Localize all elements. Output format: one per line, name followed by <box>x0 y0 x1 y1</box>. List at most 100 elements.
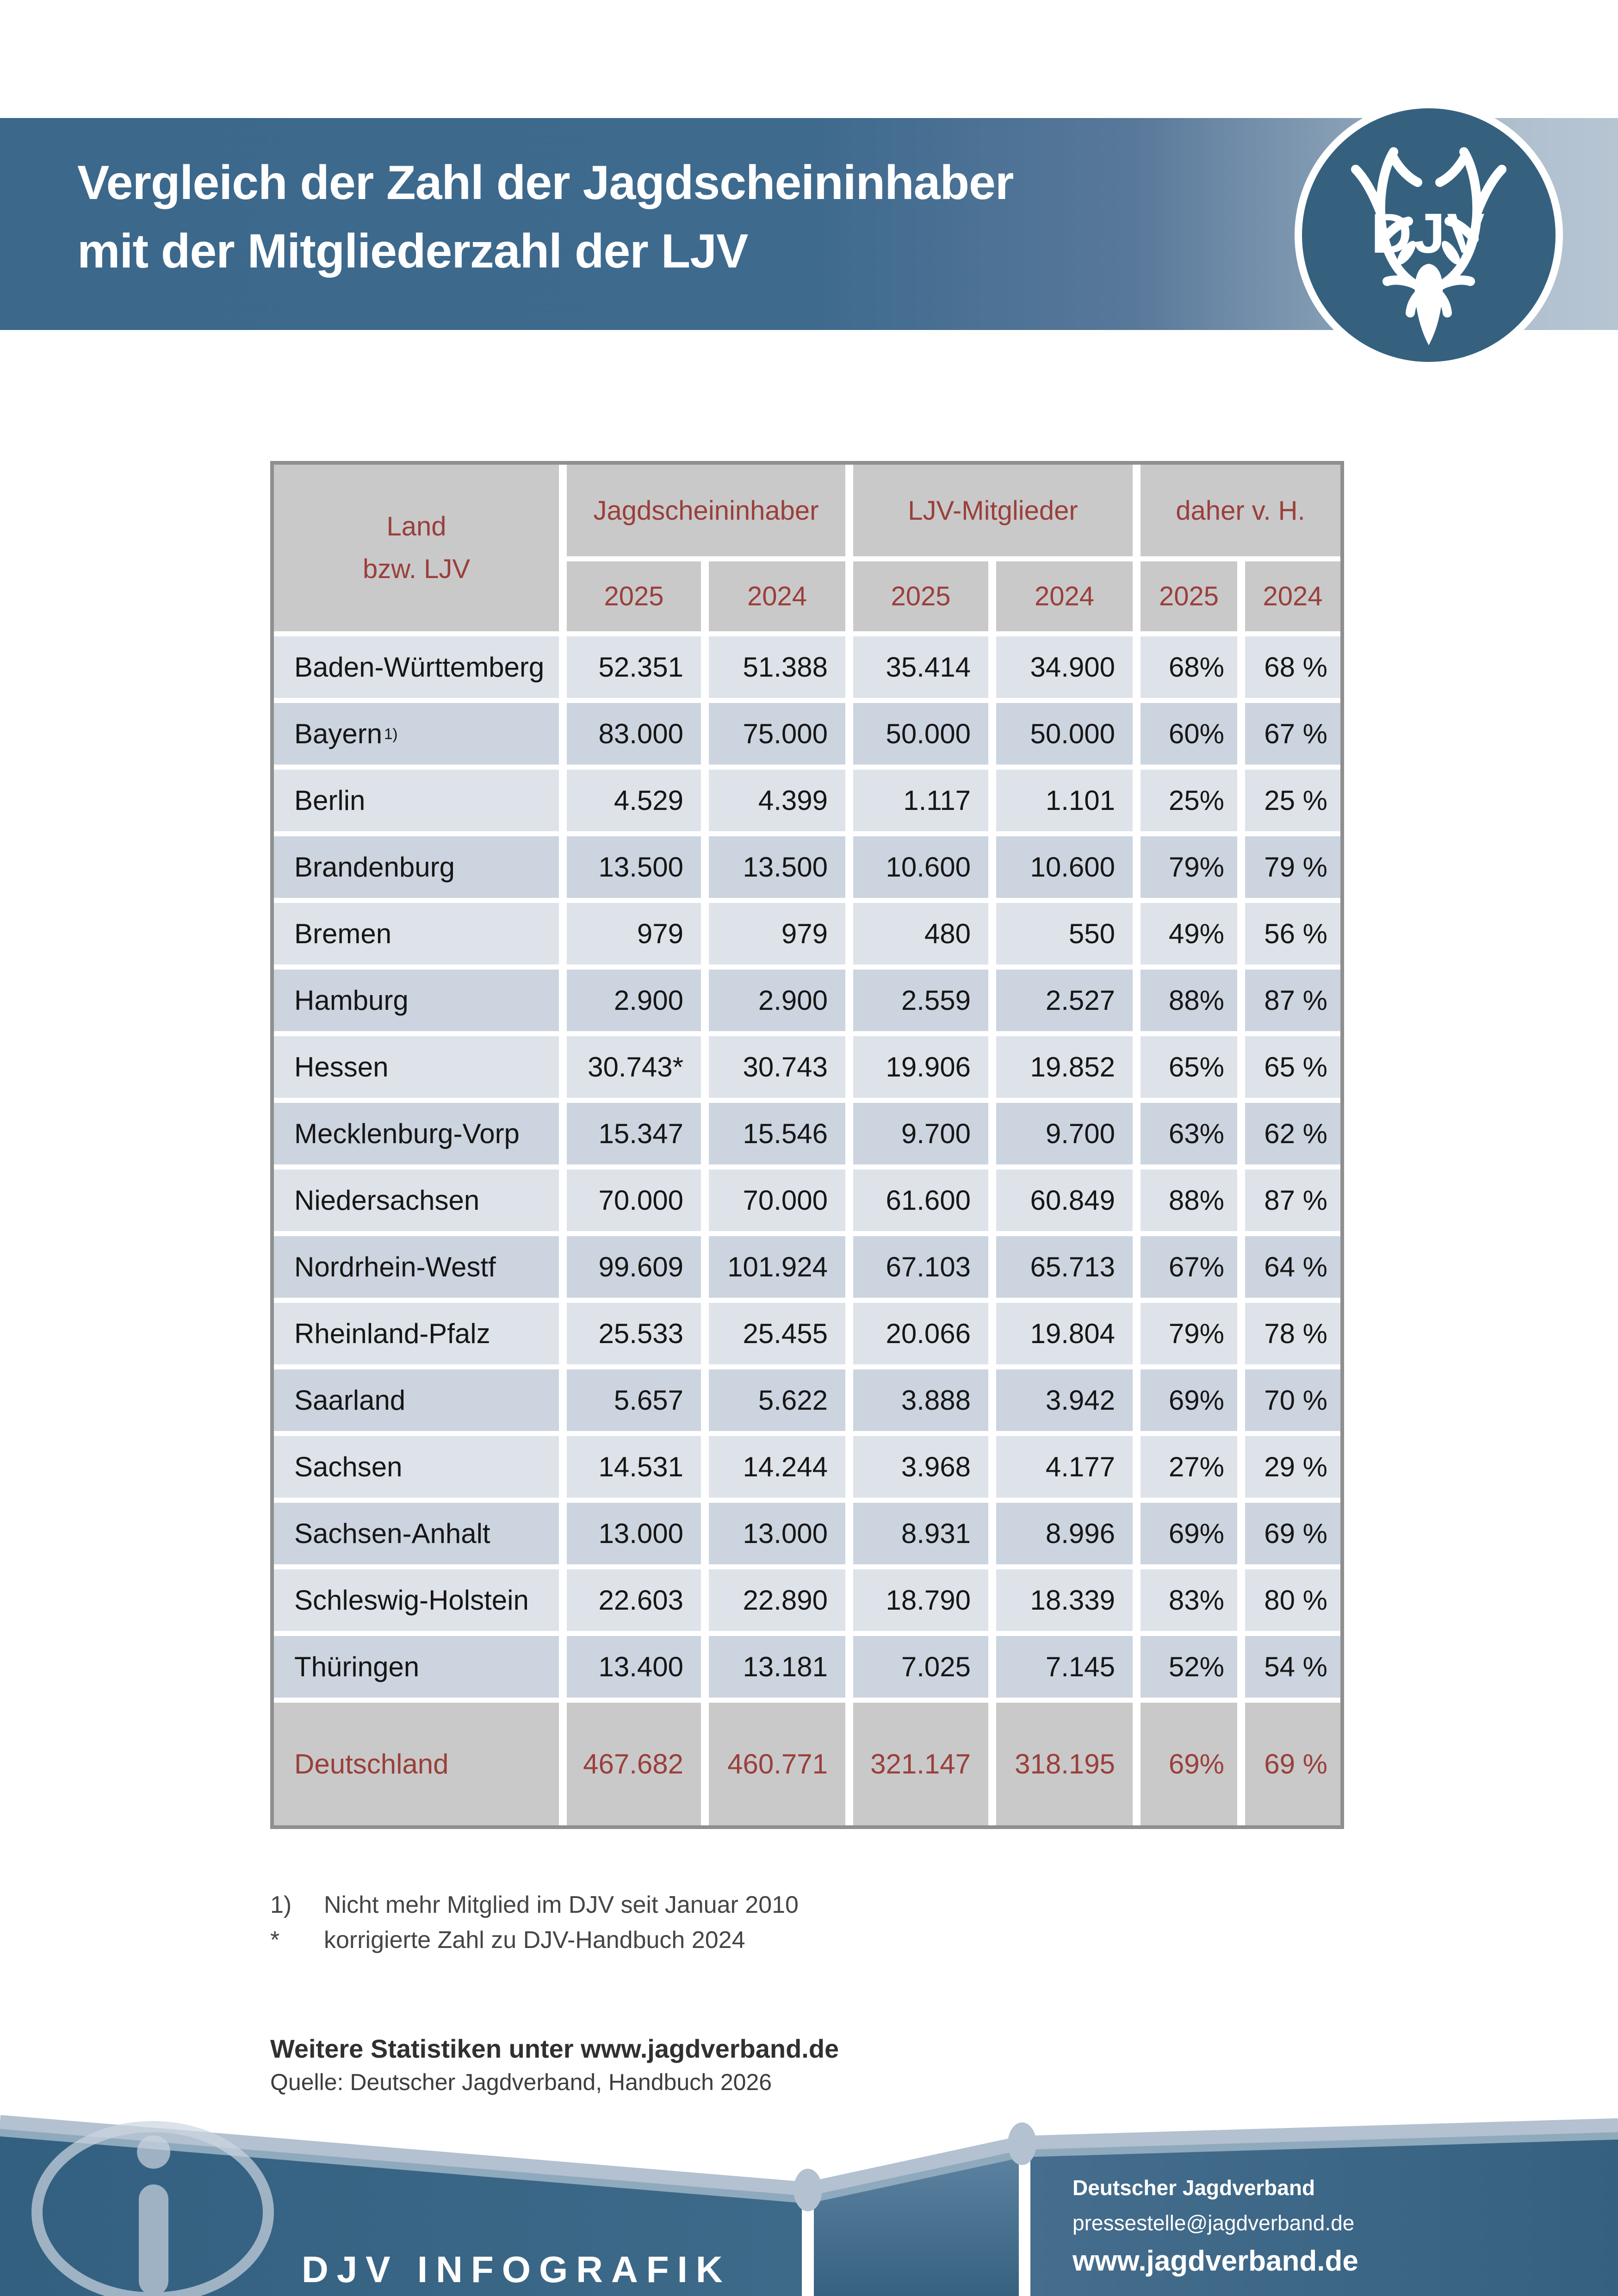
table-cell: 7.025 <box>853 1636 988 1698</box>
table-cell: 3.888 <box>853 1369 988 1431</box>
table-cell: 60% <box>1141 703 1237 765</box>
table-row-land: Thüringen <box>274 1636 559 1698</box>
table-cell: 27% <box>1141 1436 1237 1498</box>
table-cell: 63% <box>1141 1103 1237 1164</box>
table-cell: 15.347 <box>567 1103 701 1164</box>
table-cell: 13.500 <box>709 836 845 898</box>
table-cell: 52% <box>1141 1636 1237 1698</box>
table-cell: 29 % <box>1245 1436 1340 1498</box>
table-cell: 70 % <box>1245 1369 1340 1431</box>
table-row-land: Rheinland-Pfalz <box>274 1303 559 1364</box>
table-cell: 69% <box>1141 1369 1237 1431</box>
footer-separator <box>804 2189 811 2296</box>
column-header-land-line1: Land <box>386 511 446 541</box>
table-cell: 1.117 <box>853 770 988 831</box>
table-row-land: Berlin <box>274 770 559 831</box>
more-statistics-text: Weitere Statistiken unter www.jagdverban… <box>270 2034 839 2063</box>
table-cell: 10.600 <box>853 836 988 898</box>
statistics-table: Land bzw. LJV Jagdscheininhaber LJV-Mitg… <box>270 461 1344 1829</box>
table-cell: 25 % <box>1245 770 1340 831</box>
djv-logo: DJV <box>1295 101 1563 369</box>
table-cell: 1.101 <box>996 770 1133 831</box>
table-row-land: Mecklenburg-Vorp <box>274 1103 559 1164</box>
table-cell: 3.968 <box>853 1436 988 1498</box>
total-row-land: Deutschland <box>274 1703 559 1825</box>
footer-email: pressestelle@jagdverband.de <box>1072 2211 1355 2235</box>
antlers-icon <box>1351 147 1506 345</box>
page-title: Vergleich der Zahl der Jagdscheininhaber… <box>77 149 1014 286</box>
table-cell: 80 % <box>1245 1569 1340 1631</box>
table-cell: 25.533 <box>567 1303 701 1364</box>
column-header-land: Land bzw. LJV <box>274 465 559 631</box>
table-cell: 70.000 <box>709 1170 845 1231</box>
table-cell: 78 % <box>1245 1303 1340 1364</box>
table-cell: 2.900 <box>567 970 701 1031</box>
table-cell: 25.455 <box>709 1303 845 1364</box>
total-row-cell: 318.195 <box>996 1703 1133 1825</box>
footer-org: Deutscher Jagdverband <box>1072 2176 1315 2200</box>
table-cell: 64 % <box>1245 1236 1340 1298</box>
table-cell: 79% <box>1141 1303 1237 1364</box>
table-cell: 13.181 <box>709 1636 845 1698</box>
table-cell: 35.414 <box>853 636 988 698</box>
table-cell: 14.244 <box>709 1436 845 1498</box>
total-row-cell: 460.771 <box>709 1703 845 1825</box>
table-cell: 13.000 <box>567 1503 701 1564</box>
table-cell: 13.500 <box>567 836 701 898</box>
table-cell: 60.849 <box>996 1170 1133 1231</box>
year-header: 2025 <box>1141 561 1237 631</box>
footer-right-panel <box>1030 2135 1618 2296</box>
footnote-2-text: korrigierte Zahl zu DJV-Handbuch 2024 <box>324 1927 745 1954</box>
year-header: 2024 <box>709 561 845 631</box>
table-cell: 68% <box>1141 636 1237 698</box>
table-cell: 68 % <box>1245 636 1340 698</box>
table-cell: 18.339 <box>996 1569 1133 1631</box>
table-cell: 49% <box>1141 903 1237 964</box>
table-row-land: Baden-Württemberg <box>274 636 559 698</box>
total-row-cell: 69 % <box>1245 1703 1340 1825</box>
table-cell: 19.852 <box>996 1036 1133 1098</box>
table-cell: 22.603 <box>567 1569 701 1631</box>
table-cell: 13.000 <box>709 1503 845 1564</box>
table-cell: 75.000 <box>709 703 845 765</box>
table-cell: 79% <box>1141 836 1237 898</box>
page-title-line2: mit der Mitgliederzahl der LJV <box>77 224 748 278</box>
table-cell: 979 <box>709 903 845 964</box>
year-header: 2024 <box>1245 561 1340 631</box>
footer-website: www.jagdverband.de <box>1072 2245 1358 2277</box>
year-header: 2025 <box>567 561 701 631</box>
table-cell: 8.996 <box>996 1503 1133 1564</box>
table-cell: 9.700 <box>853 1103 988 1164</box>
table-row-land: Bayern 1) <box>274 703 559 765</box>
footer-brand: DJV INFOGRAFIK <box>302 2249 731 2290</box>
footnote-1: 1) Nicht mehr Mitglied im DJV seit Januar… <box>270 1891 799 1919</box>
table-row-land: Hamburg <box>274 970 559 1031</box>
table-cell: 4.529 <box>567 770 701 831</box>
footer-line <box>0 2115 1618 2196</box>
table-cell: 67% <box>1141 1236 1237 1298</box>
footnote-2-marker: * <box>270 1927 280 1954</box>
table-cell: 25% <box>1141 770 1237 831</box>
column-header-land-line2: bzw. LJV <box>362 554 471 584</box>
table-cell: 3.942 <box>996 1369 1133 1431</box>
table-cell: 65 % <box>1245 1036 1340 1098</box>
table-cell: 50.000 <box>853 703 988 765</box>
table-cell: 20.066 <box>853 1303 988 1364</box>
footer-separator <box>1021 2145 1029 2296</box>
total-row-cell: 69% <box>1141 1703 1237 1825</box>
table-cell: 5.657 <box>567 1369 701 1431</box>
footer-datapoint-icon <box>794 2169 822 2211</box>
table-cell: 50.000 <box>996 703 1133 765</box>
table-cell: 69 % <box>1245 1503 1340 1564</box>
table-row-land: Sachsen-Anhalt <box>274 1503 559 1564</box>
table-row-land: Schleswig-Holstein <box>274 1569 559 1631</box>
table-cell: 19.906 <box>853 1036 988 1098</box>
total-row-cell: 321.147 <box>853 1703 988 1825</box>
page-title-line1: Vergleich der Zahl der Jagdscheininhaber <box>77 156 1014 210</box>
table-cell: 10.600 <box>996 836 1133 898</box>
table-cell: 101.924 <box>709 1236 845 1298</box>
table-cell: 65.713 <box>996 1236 1133 1298</box>
table-cell: 88% <box>1141 1170 1237 1231</box>
table-cell: 13.400 <box>567 1636 701 1698</box>
table-cell: 9.700 <box>996 1103 1133 1164</box>
